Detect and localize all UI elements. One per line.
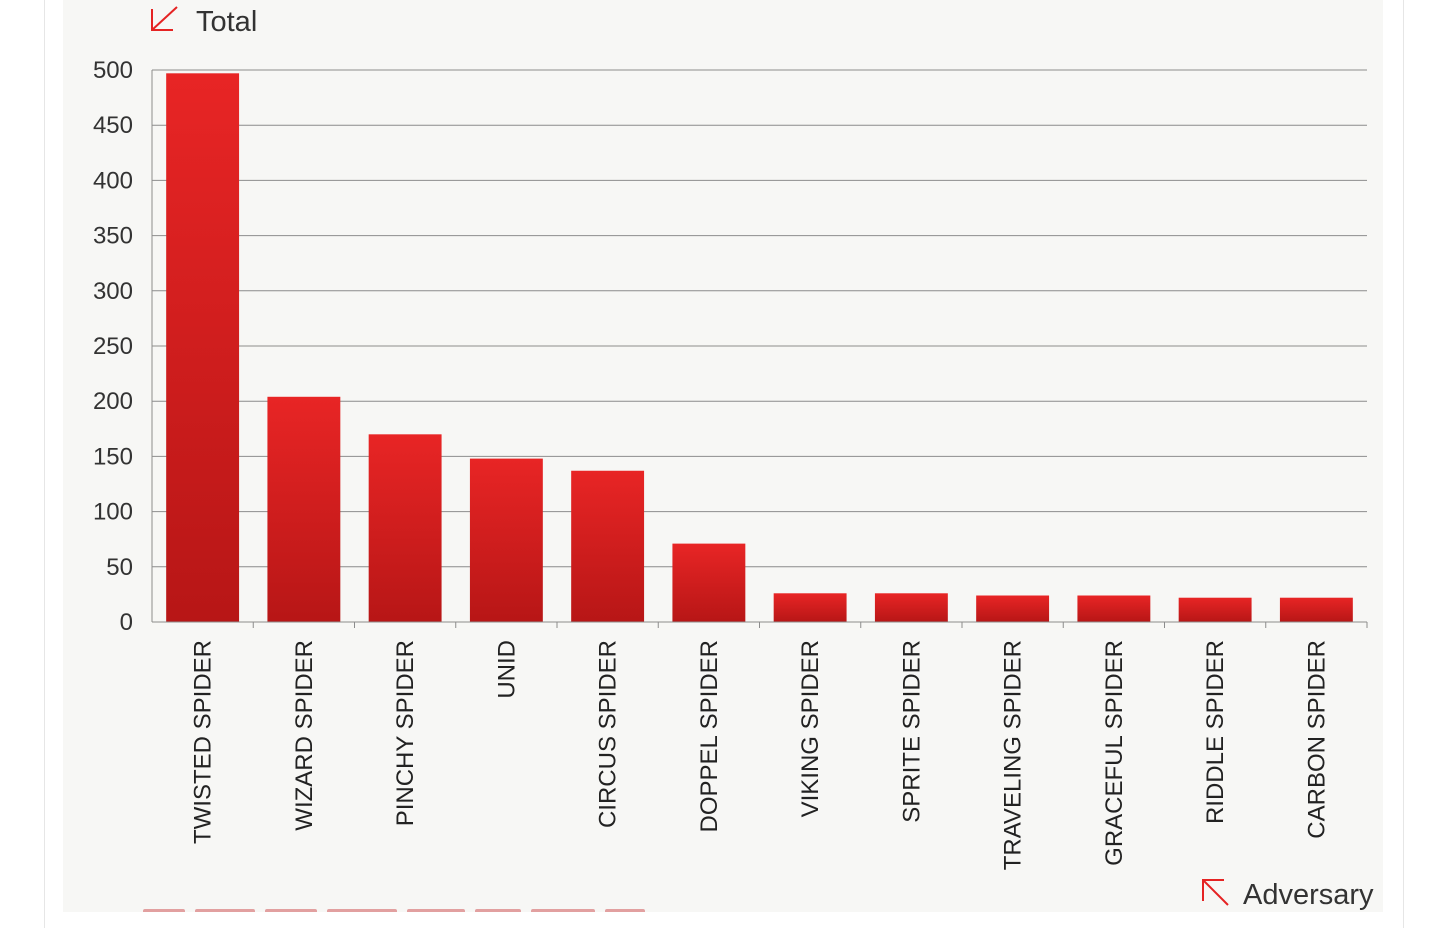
bar-circus-spider: [571, 470, 645, 622]
y-tick-label: 300: [93, 278, 133, 305]
x-tick-label: CARBON SPIDER: [1303, 640, 1330, 839]
bar-sprite-spider: [874, 593, 948, 622]
y-tick-label: 0: [120, 609, 133, 636]
y-axis-ticks: 0 50 100 150 200 250 300 350 400 450 500: [93, 57, 133, 636]
x-tick-label: WIZARD SPIDER: [291, 640, 318, 831]
x-tick-label: GRACEFUL SPIDER: [1101, 640, 1128, 866]
bar-carbon-spider: [1279, 597, 1353, 622]
bars: [166, 73, 1353, 622]
y-axis-title: Total: [196, 6, 257, 38]
y-tick-label: 250: [93, 333, 133, 360]
bar-pinchy-spider: [368, 434, 442, 622]
y-tick-label: 200: [93, 388, 133, 415]
axes: [151, 70, 1367, 623]
y-tick-label: 50: [106, 554, 133, 581]
x-axis-title: Adversary: [1243, 879, 1374, 911]
bar-twisted-spider: [166, 73, 240, 622]
x-tick-label: TWISTED SPIDER: [190, 640, 217, 844]
arrow-down-left-icon: [151, 6, 178, 31]
x-axis-ticks: TWISTED SPIDER WIZARD SPIDER PINCHY SPIDER…: [190, 622, 1368, 870]
bar-traveling-spider: [976, 595, 1050, 622]
chart-panel: Total 0 50 100 150 200 250 300 350 400 450 500 TWI…: [63, 0, 1383, 912]
y-tick-label: 100: [93, 499, 133, 526]
y-tick-label: 150: [93, 443, 133, 470]
x-tick-label: DOPPEL SPIDER: [696, 640, 723, 833]
bar-wizard-spider: [267, 396, 341, 622]
x-tick-label: PINCHY SPIDER: [392, 640, 419, 826]
gridlines: [152, 69, 1367, 568]
x-tick-label: RIDDLE SPIDER: [1202, 640, 1229, 824]
y-tick-label: 350: [93, 223, 133, 250]
bar-graceful-spider: [1077, 595, 1151, 622]
y-axis-header: Total: [151, 6, 257, 38]
bar-chart: Total 0 50 100 150 200 250 300 350 400 450 500 TWI…: [93, 6, 1374, 911]
y-tick-label: 400: [93, 167, 133, 194]
bar-viking-spider: [773, 593, 847, 622]
x-tick-label: TRAVELING SPIDER: [1000, 640, 1027, 870]
x-axis-header: Adversary: [1202, 879, 1374, 911]
bar-riddle-spider: [1178, 597, 1252, 622]
bar-unid: [469, 458, 543, 622]
x-tick-label: UNID: [493, 640, 520, 699]
x-tick-label: SPRITE SPIDER: [898, 640, 925, 823]
arrow-up-left-icon: [1202, 879, 1229, 906]
y-tick-label: 450: [93, 112, 133, 139]
bar-doppel-spider: [672, 543, 746, 622]
x-tick-label: CIRCUS SPIDER: [595, 640, 622, 828]
truncated-caption: [143, 900, 843, 912]
y-tick-label: 500: [93, 57, 133, 84]
x-tick-label: VIKING SPIDER: [797, 640, 824, 817]
